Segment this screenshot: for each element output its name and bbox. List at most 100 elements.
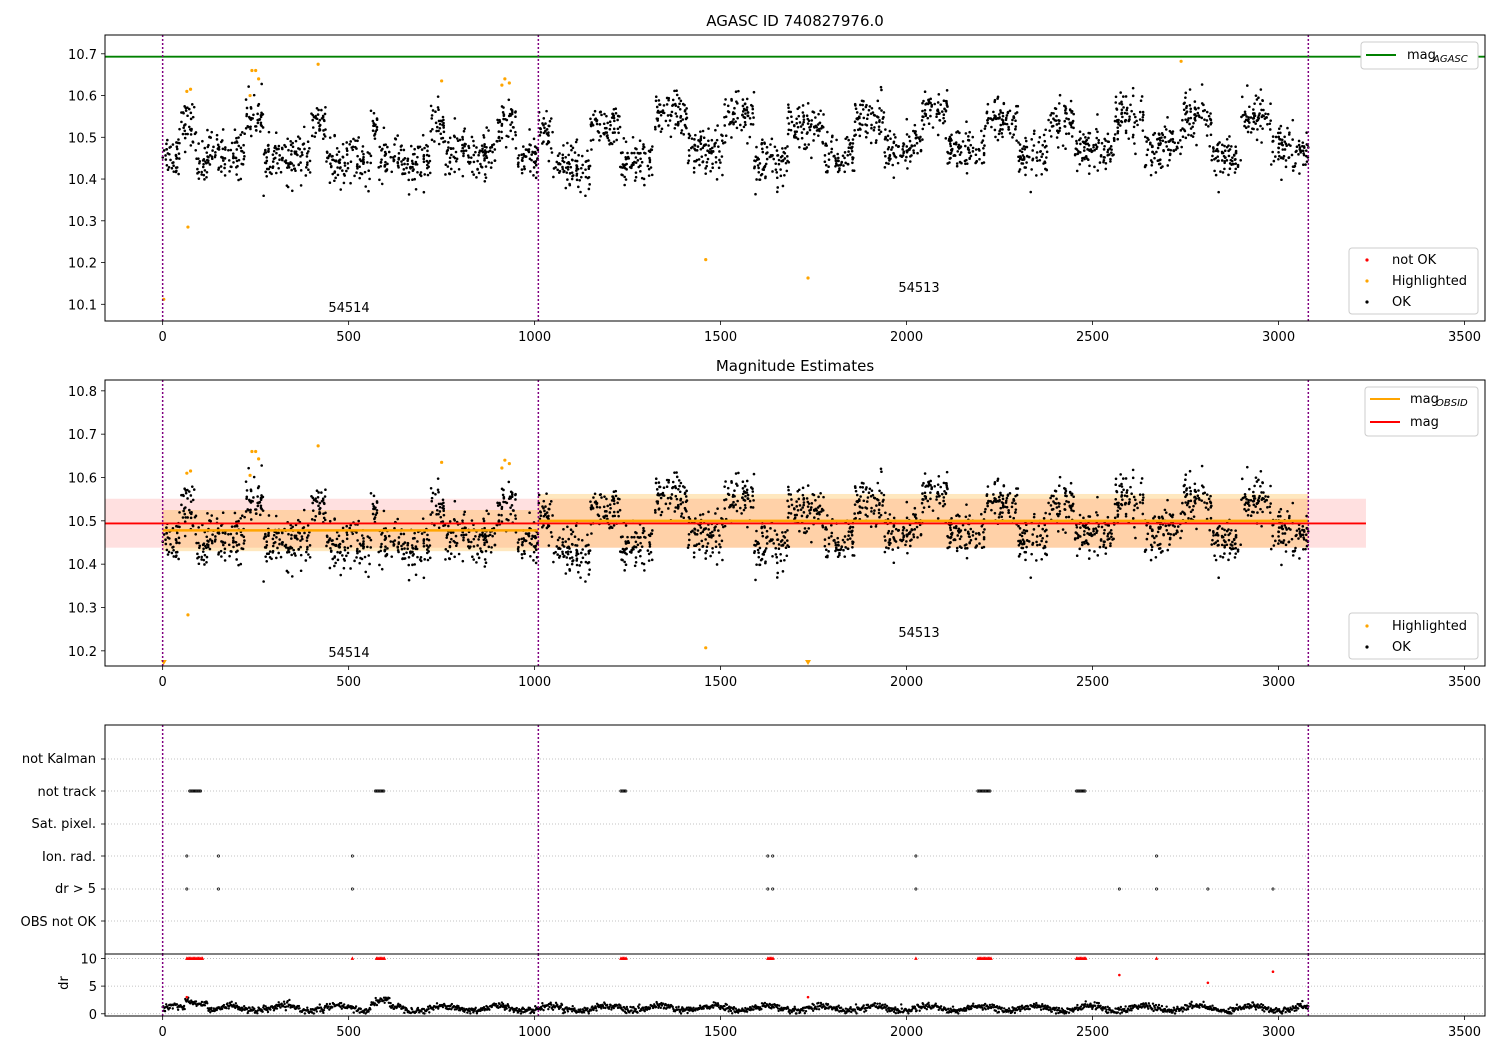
ok-point <box>682 133 686 136</box>
ok-point <box>699 142 703 146</box>
ok-point <box>871 111 875 114</box>
ok-point <box>502 497 506 500</box>
x-tick-label: 1500 <box>704 330 737 345</box>
ok-point <box>1283 140 1287 143</box>
ok-point <box>711 166 715 170</box>
ok-point <box>434 492 437 496</box>
ok-point <box>1103 144 1106 148</box>
ok-point <box>802 118 806 121</box>
ok-point <box>532 545 536 548</box>
ok-point <box>919 532 923 536</box>
ok-point <box>679 119 683 123</box>
ok-point <box>704 557 708 560</box>
ok-point <box>281 156 284 160</box>
ok-point <box>693 143 696 147</box>
ok-point <box>1159 166 1163 170</box>
ok-point <box>247 466 250 470</box>
ok-point <box>1001 506 1005 509</box>
ok-point <box>210 541 214 545</box>
ok-point <box>1269 102 1272 106</box>
ok-point <box>974 532 978 535</box>
ok-point <box>509 129 513 133</box>
ok-point <box>325 544 328 548</box>
ok-point <box>963 144 967 148</box>
ok-point <box>1268 128 1272 131</box>
ok-point <box>926 499 930 503</box>
ok-point <box>1057 102 1061 105</box>
ok-point <box>1021 546 1025 550</box>
ok-point <box>523 154 526 158</box>
ok-point <box>719 161 722 164</box>
ok-point <box>533 145 537 148</box>
ok-point <box>999 506 1003 510</box>
ok-point <box>242 535 246 539</box>
ok-point <box>773 529 777 532</box>
ok-point <box>584 175 588 179</box>
ok-point <box>1169 148 1173 152</box>
ok-point <box>470 519 474 522</box>
ok-point <box>1228 167 1232 171</box>
ok-point <box>1192 121 1195 125</box>
ok-point <box>1069 481 1073 485</box>
ok-point <box>221 128 225 131</box>
ok-point <box>770 137 774 141</box>
ok-point <box>1144 163 1148 167</box>
ok-point <box>805 114 809 117</box>
ok-point <box>375 128 379 131</box>
ok-point <box>1072 495 1075 499</box>
ok-point <box>915 141 919 145</box>
ok-point <box>301 143 305 146</box>
ok-point <box>429 513 433 516</box>
ok-point <box>1234 157 1237 161</box>
ok-point <box>1236 163 1240 167</box>
ok-point <box>1153 152 1156 156</box>
ok-point <box>1259 102 1262 106</box>
ok-point <box>777 158 781 162</box>
ok-point <box>203 169 207 172</box>
ok-point <box>823 544 827 548</box>
ok-point <box>258 130 262 133</box>
ok-point <box>260 494 263 497</box>
ok-point <box>284 161 288 165</box>
ok-point <box>244 480 248 483</box>
ok-point <box>761 138 764 142</box>
ok-point <box>802 503 805 507</box>
ok-point <box>753 165 756 168</box>
ok-point <box>349 567 352 570</box>
ok-point <box>1120 108 1124 112</box>
ok-point <box>764 560 767 563</box>
ok-point <box>1131 476 1135 480</box>
ok-point <box>1055 136 1059 139</box>
ok-point <box>501 111 505 114</box>
ok-point <box>1297 139 1301 143</box>
ok-point <box>191 498 195 502</box>
ok-point <box>208 135 211 139</box>
ok-point <box>822 495 825 499</box>
ok-point <box>396 164 400 167</box>
ok-point <box>354 145 357 149</box>
ok-point <box>1001 122 1005 126</box>
ok-point <box>1087 172 1091 175</box>
ok-point <box>770 539 773 542</box>
ok-point <box>217 553 220 556</box>
ok-point <box>638 164 642 168</box>
ok-point <box>177 138 180 141</box>
ok-point <box>1014 494 1017 498</box>
ok-point <box>598 506 602 509</box>
ok-point <box>369 154 373 158</box>
ok-point <box>597 514 601 518</box>
ok-point <box>1088 149 1091 152</box>
ok-point <box>233 511 237 515</box>
ok-point <box>865 117 869 121</box>
ok-point <box>787 545 791 549</box>
ok-point <box>343 548 347 552</box>
ok-point <box>913 144 917 147</box>
ok-point <box>921 138 924 141</box>
ok-point <box>1016 104 1020 108</box>
ok-point <box>884 539 887 542</box>
ok-point <box>1158 527 1162 530</box>
ok-point <box>416 170 419 174</box>
ok-point <box>1052 117 1055 121</box>
ok-point <box>807 502 811 505</box>
ok-point <box>1181 135 1185 139</box>
